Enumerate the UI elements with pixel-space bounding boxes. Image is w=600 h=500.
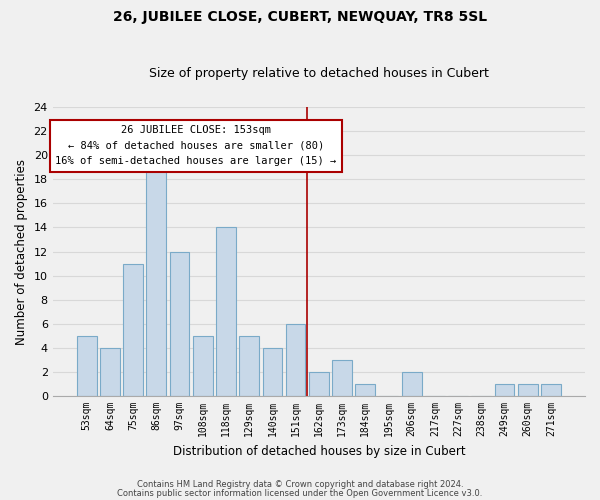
- Bar: [541, 384, 561, 396]
- Text: 26 JUBILEE CLOSE: 153sqm
← 84% of detached houses are smaller (80)
16% of semi-d: 26 JUBILEE CLOSE: 153sqm ← 84% of detach…: [55, 125, 337, 166]
- Bar: [286, 324, 305, 396]
- Title: Size of property relative to detached houses in Cubert: Size of property relative to detached ho…: [149, 66, 489, 80]
- Bar: [193, 336, 212, 396]
- Bar: [239, 336, 259, 396]
- Bar: [494, 384, 514, 396]
- Bar: [146, 155, 166, 396]
- X-axis label: Distribution of detached houses by size in Cubert: Distribution of detached houses by size …: [173, 444, 465, 458]
- Bar: [518, 384, 538, 396]
- Bar: [309, 372, 329, 396]
- Bar: [332, 360, 352, 396]
- Text: 26, JUBILEE CLOSE, CUBERT, NEWQUAY, TR8 5SL: 26, JUBILEE CLOSE, CUBERT, NEWQUAY, TR8 …: [113, 10, 487, 24]
- Bar: [355, 384, 375, 396]
- Y-axis label: Number of detached properties: Number of detached properties: [15, 158, 28, 344]
- Text: Contains HM Land Registry data © Crown copyright and database right 2024.: Contains HM Land Registry data © Crown c…: [137, 480, 463, 489]
- Bar: [77, 336, 97, 396]
- Bar: [263, 348, 282, 396]
- Text: Contains public sector information licensed under the Open Government Licence v3: Contains public sector information licen…: [118, 490, 482, 498]
- Bar: [216, 228, 236, 396]
- Bar: [402, 372, 422, 396]
- Bar: [170, 252, 190, 396]
- Bar: [123, 264, 143, 396]
- Bar: [100, 348, 120, 396]
